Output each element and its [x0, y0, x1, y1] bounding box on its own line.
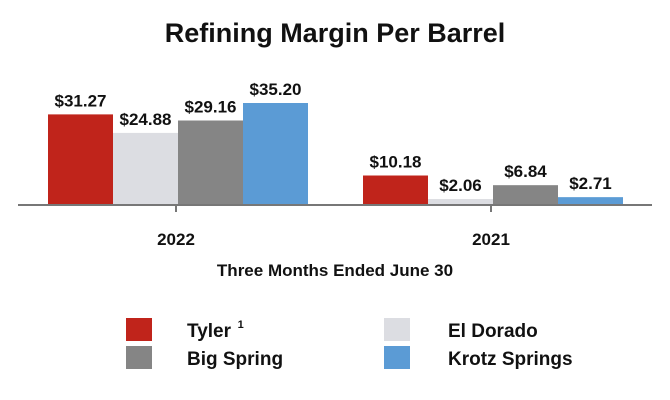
- value-label-big-spring-2021: $6.84: [504, 162, 547, 181]
- legend-footnote-tyler: 1: [238, 319, 244, 331]
- legend-swatch-tyler: [126, 318, 152, 341]
- value-label-krotz-springs-2021: $2.71: [569, 174, 612, 193]
- bar-big-spring-2022: [178, 120, 243, 205]
- bar-tyler-2022: [48, 114, 113, 205]
- bars-group: $31.27 $24.88 $29.16 $35.20 $10.18 $2.06 $6.84…: [48, 80, 623, 205]
- value-label-krotz-springs-2022: $35.20: [250, 80, 302, 99]
- legend-swatch-krotz-springs: [384, 346, 410, 369]
- legend-label-tyler: Tyler: [187, 321, 232, 342]
- bar-krotz-springs-2022: [243, 103, 308, 205]
- category-label-2022: 2022: [157, 230, 195, 249]
- bar-krotz-springs-2021: [558, 197, 623, 205]
- value-label-el-dorado-2021: $2.06: [439, 176, 482, 195]
- bar-el-dorado-2021: [428, 199, 493, 205]
- value-label-tyler-2022: $31.27: [55, 91, 107, 110]
- category-labels: 2022 2021: [157, 205, 510, 249]
- bar-el-dorado-2022: [113, 132, 178, 205]
- x-axis-title: Three Months Ended June 30: [217, 261, 453, 280]
- legend-swatch-big-spring: [126, 346, 152, 369]
- bar-tyler-2021: [363, 175, 428, 205]
- legend-label-el-dorado: El Dorado: [448, 321, 538, 342]
- legend-label-krotz-springs: Krotz Springs: [448, 349, 573, 370]
- chart-title: Refining Margin Per Barrel: [165, 18, 506, 48]
- bar-big-spring-2021: [493, 185, 558, 205]
- value-label-el-dorado-2022: $24.88: [120, 110, 172, 129]
- value-label-tyler-2021: $10.18: [370, 153, 422, 172]
- legend-swatch-el-dorado: [384, 318, 410, 341]
- value-label-big-spring-2022: $29.16: [185, 98, 237, 117]
- legend-label-big-spring: Big Spring: [187, 349, 283, 370]
- category-label-2021: 2021: [472, 230, 510, 249]
- legend: Tyler 1 El Dorado Big Spring Krotz Springs: [126, 318, 573, 370]
